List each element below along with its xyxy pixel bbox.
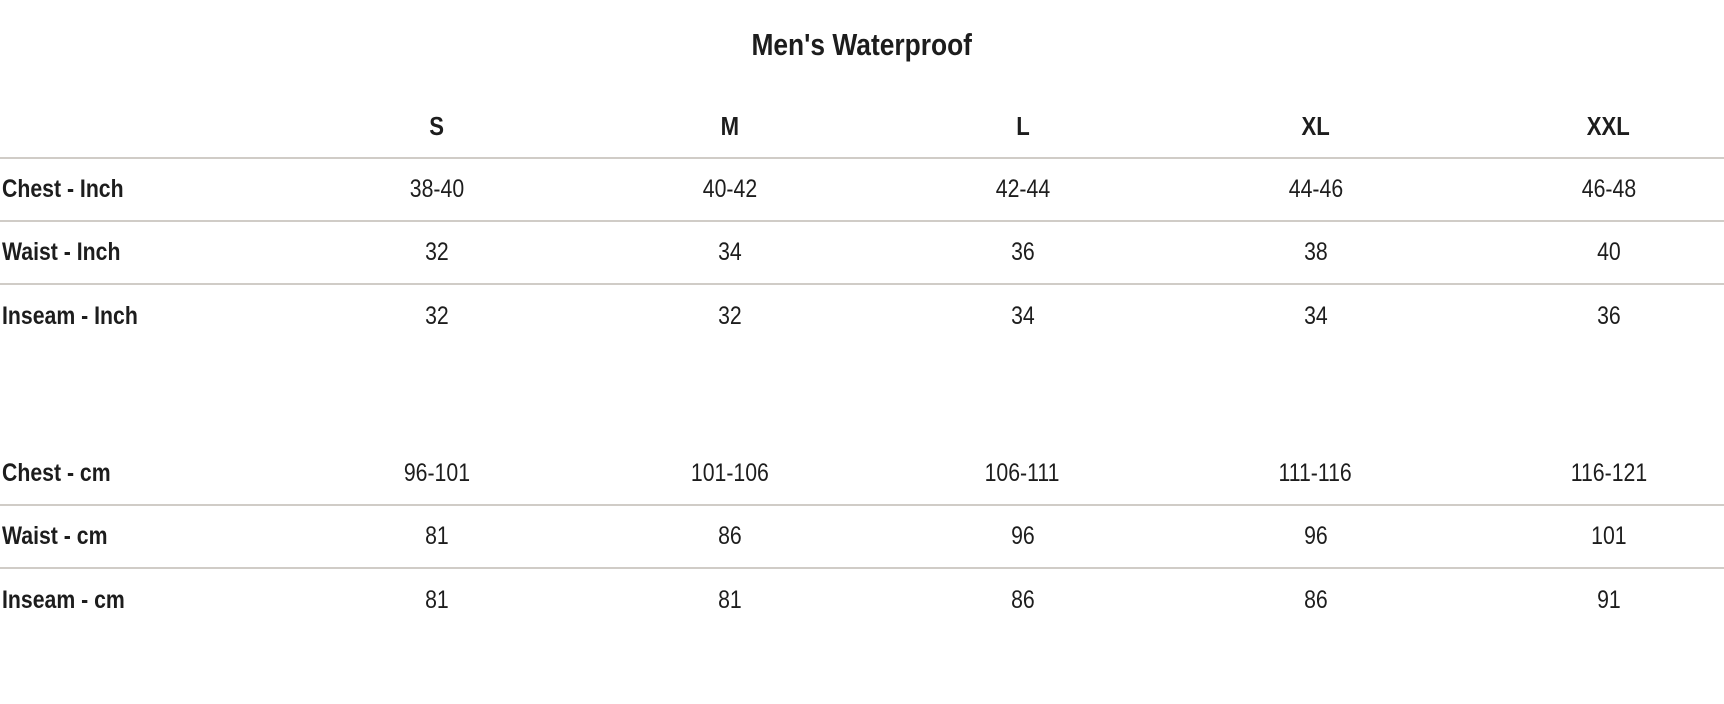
size-value-text: 111-116 (1278, 459, 1353, 487)
size-value: 86 (583, 522, 876, 551)
row-label: Inseam - Inch (0, 302, 290, 331)
size-value: 36 (876, 238, 1169, 267)
size-value: 96 (1169, 522, 1462, 551)
size-column-header-s-text: S (429, 111, 444, 141)
size-value-text: 86 (717, 522, 742, 550)
size-value: 116-121 (1462, 459, 1724, 488)
size-value: 44-46 (1169, 175, 1462, 204)
size-value: 38 (1169, 238, 1462, 267)
size-column-header-xl-text: XL (1301, 111, 1330, 141)
size-value-text: 96 (1010, 522, 1035, 550)
size-value-text: 32 (424, 238, 449, 266)
size-value-text: 106-111 (985, 459, 1060, 487)
row-label-text: Inseam - Inch (2, 302, 138, 330)
size-value: 101 (1462, 522, 1724, 551)
size-value: 96 (876, 522, 1169, 551)
size-value-text: 36 (1010, 238, 1035, 266)
size-column-header-l: L (876, 111, 1169, 142)
size-value: 32 (290, 238, 583, 267)
size-value-text: 81 (424, 522, 449, 550)
table-row-inseam-cm: Inseam - cm 81 81 86 86 91 (0, 569, 1724, 632)
size-value-text: 44-46 (1288, 175, 1343, 203)
size-value: 32 (583, 302, 876, 331)
size-value: 111-116 (1169, 459, 1462, 488)
size-value-text: 81 (424, 586, 449, 614)
size-value-text: 81 (717, 586, 742, 614)
size-value: 36 (1462, 302, 1724, 331)
page-title-text: Men's Waterproof (751, 27, 973, 62)
size-value-text: 32 (717, 302, 742, 330)
table-row-chest-cm: Chest - cm 96-101 101-106 106-111 111-11… (0, 443, 1724, 506)
size-value: 91 (1462, 586, 1724, 615)
size-value-text: 101 (1590, 522, 1627, 550)
size-value-text: 34 (717, 238, 742, 266)
size-value: 40 (1462, 238, 1724, 267)
size-value-text: 91 (1596, 586, 1621, 614)
size-value: 101-106 (583, 459, 876, 488)
size-value-text: 34 (1010, 302, 1035, 330)
size-value: 40-42 (583, 175, 876, 204)
size-table-cm: Chest - cm 96-101 101-106 106-111 111-11… (0, 443, 1724, 632)
size-value: 42-44 (876, 175, 1169, 204)
size-value-text: 116-121 (1570, 459, 1647, 487)
size-column-header-xxl: XXL (1462, 111, 1724, 142)
size-value-text: 42-44 (995, 175, 1050, 203)
size-value: 34 (583, 238, 876, 267)
size-value: 46-48 (1462, 175, 1724, 204)
size-header-row: S M L XL XXL (0, 96, 1724, 159)
size-value: 34 (1169, 302, 1462, 331)
size-column-header-xl: XL (1169, 111, 1462, 142)
row-label: Chest - cm (0, 459, 290, 488)
size-value: 86 (1169, 586, 1462, 615)
size-column-header-l-text: L (1015, 111, 1030, 141)
size-value-text: 40 (1596, 238, 1621, 266)
size-value-text: 46-48 (1581, 175, 1636, 203)
size-value: 81 (290, 522, 583, 551)
size-value-text: 40-42 (702, 175, 757, 203)
row-label-text: Inseam - cm (2, 586, 125, 614)
size-value-text: 34 (1303, 302, 1328, 330)
page-title: Men's Waterproof (0, 0, 1724, 63)
size-value: 32 (290, 302, 583, 331)
size-value-text: 32 (424, 302, 449, 330)
table-row-waist-inch: Waist - Inch 32 34 36 38 40 (0, 222, 1724, 285)
row-label-text: Waist - cm (2, 522, 108, 550)
size-value-text: 96-101 (403, 459, 470, 487)
size-value: 34 (876, 302, 1169, 331)
size-value: 96-101 (290, 459, 583, 488)
table-row-waist-cm: Waist - cm 81 86 96 96 101 (0, 506, 1724, 569)
size-value: 86 (876, 586, 1169, 615)
size-value-text: 86 (1303, 586, 1328, 614)
table-row-chest-inch: Chest - Inch 38-40 40-42 42-44 44-46 46-… (0, 159, 1724, 222)
size-column-header-m-text: M (720, 111, 739, 141)
row-label: Chest - Inch (0, 175, 290, 204)
size-value-text: 86 (1010, 586, 1035, 614)
size-value: 81 (583, 586, 876, 615)
row-label-text: Waist - Inch (2, 238, 121, 266)
row-label-text: Chest - cm (2, 459, 111, 487)
table-row-inseam-inch: Inseam - Inch 32 32 34 34 36 (0, 285, 1724, 348)
size-column-header-xxl-text: XXL (1586, 111, 1630, 141)
size-value-text: 36 (1596, 302, 1621, 330)
row-label: Waist - Inch (0, 238, 290, 267)
size-value-text: 101-106 (690, 459, 769, 487)
size-value-text: 96 (1303, 522, 1328, 550)
size-value: 38-40 (290, 175, 583, 204)
size-table-inch: S M L XL XXL Chest - Inch 38-40 40- (0, 96, 1724, 348)
row-label-text: Chest - Inch (2, 175, 124, 203)
size-value-text: 38 (1303, 238, 1328, 266)
size-value: 81 (290, 586, 583, 615)
size-value: 106-111 (876, 459, 1169, 488)
size-value-text: 38-40 (409, 175, 464, 203)
row-label: Inseam - cm (0, 586, 290, 615)
size-column-header-m: M (583, 111, 876, 142)
size-column-header-s: S (290, 111, 583, 142)
row-label: Waist - cm (0, 522, 290, 551)
